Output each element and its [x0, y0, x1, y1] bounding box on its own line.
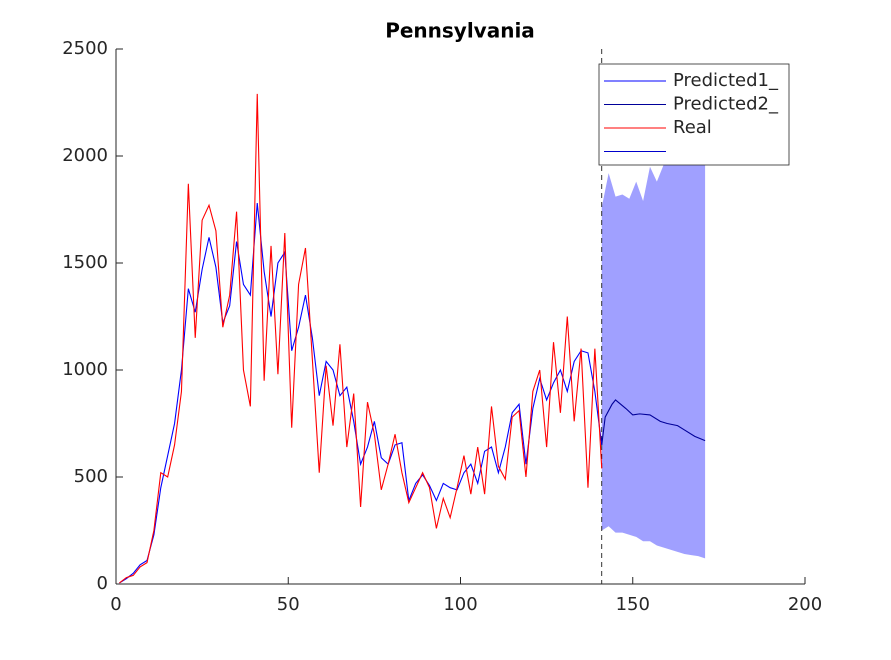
series-line	[119, 93, 603, 584]
series-line	[119, 203, 603, 584]
x-tick-label: 200	[788, 594, 822, 615]
y-tick-label: 2500	[62, 38, 108, 59]
y-tick-label: 0	[97, 573, 108, 594]
legend-label: Predicted1_	[673, 70, 779, 91]
legend-label: Predicted2_	[673, 94, 779, 115]
x-tick-label: 100	[443, 594, 477, 615]
chart-title: Pennsylvania	[385, 19, 535, 43]
x-tick-label: 150	[616, 594, 650, 615]
confidence-band	[601, 102, 706, 559]
x-tick-label: 0	[110, 594, 121, 615]
y-tick-label: 1000	[62, 359, 108, 380]
series-line	[601, 399, 706, 445]
legend-label: Real	[673, 117, 712, 138]
x-tick-label: 50	[277, 594, 300, 615]
y-tick-label: 500	[74, 466, 108, 487]
y-tick-label: 1500	[62, 252, 108, 273]
y-tick-label: 2000	[62, 145, 108, 166]
